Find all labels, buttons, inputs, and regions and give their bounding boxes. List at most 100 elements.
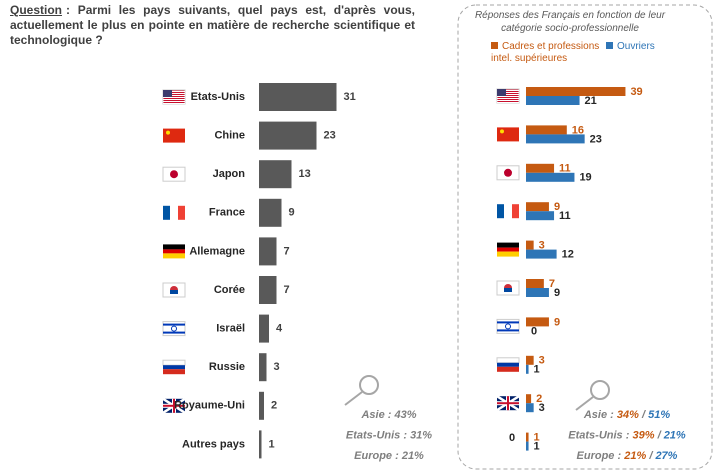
flag: [162, 166, 186, 182]
bar: [526, 87, 626, 96]
flag-part: [163, 369, 185, 375]
value-label: 1: [534, 432, 540, 444]
flag-part: [497, 93, 519, 94]
flag-part: [163, 100, 185, 101]
flag-part: [163, 95, 185, 96]
value-label: 2: [271, 400, 277, 412]
flag-part: [163, 97, 185, 98]
legend-item: Ouvriers: [606, 41, 655, 53]
bar: [526, 441, 529, 451]
value-label: 31: [344, 91, 356, 103]
panel-title: Réponses des Français en fonction de leu…: [474, 10, 666, 34]
value-label: 2: [536, 393, 542, 405]
flag: [162, 397, 186, 414]
question-text: : Parmi les pays suivants, quel pays est…: [10, 3, 415, 47]
value-label: 9: [554, 201, 560, 213]
legend-label: Cadres et professions intel. supérieures: [491, 41, 600, 64]
question: Question: Parmi les pays suivants, quel …: [10, 3, 415, 48]
flag-part: [497, 362, 519, 367]
category-label: Japon: [213, 168, 246, 180]
bar: [526, 202, 549, 212]
bar: [259, 353, 267, 382]
flag: [162, 282, 186, 298]
category-label: Allemagne: [189, 245, 245, 257]
flag-part: [163, 94, 185, 95]
flag-part: [497, 90, 519, 91]
flag-part: [163, 99, 185, 100]
annotation-value: 34%: [617, 409, 639, 421]
flag-part: [163, 365, 185, 370]
flag: [162, 359, 186, 375]
bar: [259, 391, 264, 420]
value-label: 1: [534, 364, 540, 376]
legend-item: Cadres et professions intel. supérieures: [491, 41, 601, 65]
value-label: 11: [559, 163, 571, 175]
annotation-separator: /: [648, 450, 654, 462]
category-label: France: [209, 207, 245, 219]
magnifier-right: [575, 380, 610, 411]
value-label: 7: [284, 284, 290, 296]
flag-part: [497, 366, 519, 372]
bar: [526, 249, 557, 259]
value-label: 13: [299, 168, 311, 180]
bar: [526, 134, 585, 144]
annotation-label: Etats-Unis :: [568, 429, 629, 441]
flag: [163, 128, 185, 143]
flag-part: [497, 329, 519, 332]
flag: [163, 205, 185, 220]
flag-part: [497, 247, 519, 252]
value-label: 39: [630, 86, 642, 98]
flag-part: [163, 249, 185, 254]
annotation-separator: /: [641, 409, 647, 421]
flag-part: [163, 90, 172, 97]
value-label: 7: [549, 278, 555, 290]
flag-part: [504, 288, 512, 292]
flag-part: [163, 92, 185, 93]
annotation: Europe : 21%: [354, 450, 424, 462]
flag-part: [163, 323, 185, 326]
flag-part: [163, 205, 170, 220]
value-label: 16: [572, 124, 584, 136]
flag-part: [505, 323, 511, 330]
bar: [526, 125, 567, 135]
value-label: 9: [554, 287, 560, 299]
flag-part: [497, 127, 519, 142]
value-label: 9: [554, 316, 560, 328]
flag-part: [497, 204, 504, 219]
bar: [526, 288, 549, 297]
bar: [259, 430, 262, 459]
legend-swatch: [491, 42, 498, 49]
flag-part: [497, 102, 519, 103]
value-label: 3: [539, 402, 545, 414]
flag: [497, 127, 519, 142]
flag-part: [170, 170, 178, 179]
flag-part: [170, 290, 178, 294]
annotation-value: 21%: [663, 429, 686, 441]
value-label: 11: [559, 210, 571, 222]
annotation-value: 27%: [654, 450, 677, 462]
flag: [496, 88, 520, 104]
annotation: Etats-Unis : 39% / 21%: [568, 429, 686, 441]
value-label: 23: [324, 130, 336, 142]
category-label: Autres pays: [182, 438, 245, 450]
bar: [526, 432, 529, 442]
flag-part: [166, 130, 170, 135]
legend-swatch: [606, 42, 613, 49]
magnifier-left: [344, 375, 379, 406]
flag-part: [497, 98, 519, 99]
annotation-separator: /: [657, 429, 663, 441]
annotation-value: 39%: [632, 429, 654, 441]
flag-part: [163, 91, 185, 92]
flag-part: [163, 93, 185, 94]
flag: [496, 280, 520, 296]
flag-part: [497, 97, 519, 98]
flag-part: [497, 91, 519, 92]
flag: [497, 204, 519, 219]
flag-part: [163, 331, 185, 334]
flag-part: [497, 402, 519, 405]
flag-part: [163, 253, 185, 259]
annotation-label: Asie :: [583, 409, 614, 421]
x-tick-label: 0: [509, 432, 515, 444]
value-label: 3: [539, 355, 545, 367]
